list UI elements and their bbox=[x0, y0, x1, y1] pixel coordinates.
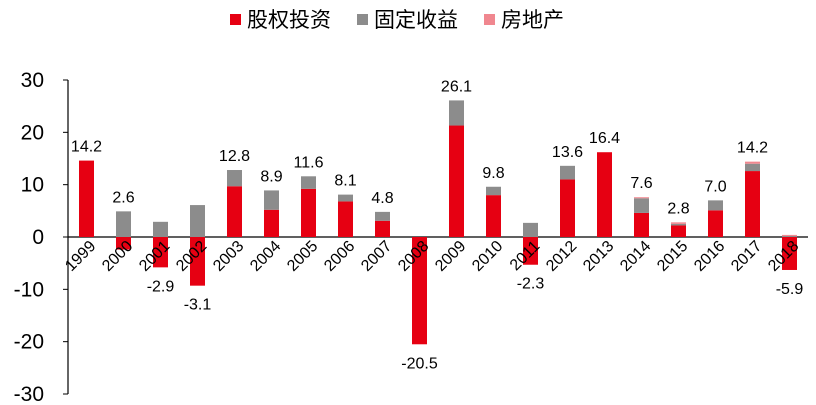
total-value-label: -5.9 bbox=[776, 281, 804, 298]
total-value-label: 8.9 bbox=[260, 168, 282, 185]
total-value-label: 13.6 bbox=[552, 144, 583, 161]
total-value-label: 4.8 bbox=[371, 190, 393, 207]
y-tick-label: 20 bbox=[21, 121, 44, 144]
x-tick-label: 2007 bbox=[358, 238, 395, 275]
bar-segment-fixed-income-2016 bbox=[708, 200, 723, 211]
bar-segment-equity-2007 bbox=[375, 220, 390, 237]
bar-segment-fixed-income-2002 bbox=[190, 205, 205, 237]
chart-legend: 股权投资 固定收益 房地产 bbox=[230, 4, 564, 34]
bar-segment-fixed-income-2004 bbox=[264, 190, 279, 210]
x-tick-label: 2017 bbox=[728, 238, 765, 275]
y-tick-label: -20 bbox=[14, 331, 44, 354]
x-tick-label: 2009 bbox=[432, 238, 469, 275]
legend-label-equity: 股权投资 bbox=[247, 8, 331, 32]
y-tick-label: 10 bbox=[21, 174, 44, 197]
x-tick-label: 2012 bbox=[543, 238, 580, 275]
legend-label-real-estate: 房地产 bbox=[501, 8, 564, 32]
bar-segment-equity-2018 bbox=[782, 237, 797, 270]
bar-segment-equity-2003 bbox=[227, 186, 242, 237]
x-tick-label: 2016 bbox=[691, 238, 728, 275]
legend-swatch-fixed-income bbox=[357, 13, 368, 25]
bar-segment-equity-2016 bbox=[708, 210, 723, 237]
total-value-label: 7.6 bbox=[630, 175, 652, 192]
bar-segment-fixed-income-2001 bbox=[153, 221, 168, 237]
total-value-label: 11.6 bbox=[294, 154, 324, 171]
bar-segment-equity-2005 bbox=[301, 188, 316, 237]
bar-segment-fixed-income-2009 bbox=[449, 100, 464, 126]
bar-segment-equity-2001 bbox=[153, 237, 168, 268]
total-value-label: 8.1 bbox=[334, 173, 356, 190]
bar-segment-equity-2004 bbox=[264, 209, 279, 237]
bar-segment-equity-2011 bbox=[523, 237, 538, 265]
bar-segment-equity-2008 bbox=[412, 237, 427, 345]
bar-segment-fixed-income-2018 bbox=[782, 235, 797, 237]
legend-item-real-estate: 房地产 bbox=[484, 4, 564, 34]
x-tick-label: 2004 bbox=[247, 238, 284, 275]
bar-segment-equity-1999 bbox=[79, 160, 94, 237]
total-value-label: -20.5 bbox=[401, 355, 438, 372]
bar-segment-fixed-income-2005 bbox=[301, 176, 316, 189]
total-value-label: -2.3 bbox=[517, 276, 545, 293]
legend-item-fixed-income: 固定收益 bbox=[357, 4, 458, 34]
legend-item-equity: 股权投资 bbox=[230, 4, 331, 34]
bar-segment-fixed-income-2015 bbox=[671, 223, 686, 226]
total-value-label: 2.8 bbox=[667, 200, 689, 217]
bar-segment-fixed-income-2000 bbox=[116, 211, 131, 237]
legend-swatch-equity bbox=[230, 13, 241, 25]
x-tick-label: 2013 bbox=[580, 238, 617, 275]
bar-segment-equity-2000 bbox=[116, 237, 131, 250]
bar-segment-equity-2017 bbox=[745, 171, 760, 237]
bar-segment-equity-2014 bbox=[634, 212, 649, 237]
bar-segment-equity-2015 bbox=[671, 225, 686, 237]
bar-segment-real-estate-2014 bbox=[634, 197, 649, 199]
legend-label-fixed-income: 固定收益 bbox=[374, 8, 458, 32]
bar-segment-fixed-income-2010 bbox=[486, 186, 501, 196]
x-tick-label: 2006 bbox=[321, 238, 358, 275]
x-tick-label: 2014 bbox=[617, 238, 654, 275]
bar-segment-equity-2002 bbox=[190, 237, 205, 286]
legend-swatch-real-estate bbox=[484, 13, 495, 25]
bar-segment-equity-2009 bbox=[449, 125, 464, 237]
bar-segment-equity-2012 bbox=[560, 179, 575, 237]
bar-segment-equity-2013 bbox=[597, 152, 612, 237]
total-value-label: 9.8 bbox=[482, 165, 504, 182]
bar-segment-equity-2010 bbox=[486, 195, 501, 237]
bar-segment-fixed-income-2006 bbox=[338, 194, 353, 202]
total-value-label: 14.2 bbox=[737, 140, 768, 157]
bar-segment-fixed-income-2003 bbox=[227, 170, 242, 187]
total-value-label: 26.1 bbox=[441, 78, 472, 95]
y-tick-label: 30 bbox=[21, 69, 44, 92]
y-tick-label: -30 bbox=[14, 383, 44, 405]
total-value-label: 12.8 bbox=[219, 148, 250, 165]
bar-segment-real-estate-2018 bbox=[782, 234, 797, 236]
x-tick-label: 2015 bbox=[654, 238, 691, 275]
x-tick-label: 2010 bbox=[469, 238, 506, 275]
bar-segment-real-estate-2015 bbox=[671, 222, 686, 224]
bar-segment-fixed-income-2017 bbox=[745, 163, 760, 172]
x-tick-label: 2003 bbox=[210, 238, 247, 275]
bar-segment-real-estate-2017 bbox=[745, 161, 760, 164]
total-value-label: 7.0 bbox=[704, 178, 726, 195]
total-value-label: -2.9 bbox=[147, 278, 175, 295]
total-value-label: -3.1 bbox=[184, 297, 212, 314]
bar-segment-equity-2006 bbox=[338, 201, 353, 237]
total-value-label: 16.4 bbox=[589, 130, 620, 147]
bar-segment-fixed-income-2007 bbox=[375, 211, 390, 221]
bar-segment-fixed-income-2012 bbox=[560, 165, 575, 180]
total-value-label: 2.6 bbox=[112, 189, 134, 206]
y-tick-label: 0 bbox=[32, 226, 44, 249]
bar-segment-fixed-income-2014 bbox=[634, 198, 649, 213]
total-value-label: 14.2 bbox=[71, 139, 102, 156]
x-tick-label: 2005 bbox=[284, 238, 321, 275]
bar-segment-fixed-income-2011 bbox=[523, 222, 538, 237]
y-tick-label: -10 bbox=[14, 278, 44, 301]
